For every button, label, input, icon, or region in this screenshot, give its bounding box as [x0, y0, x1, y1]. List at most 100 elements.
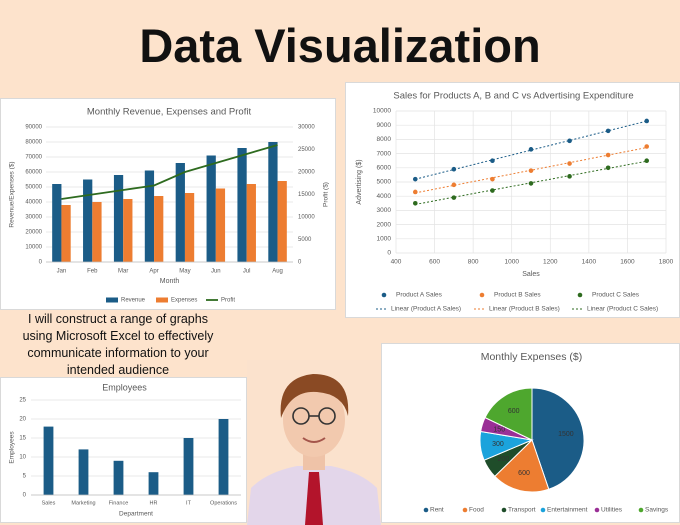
y-tick-label: 9000 — [377, 122, 392, 129]
point — [412, 189, 418, 195]
x-tick-label: 800 — [468, 259, 479, 266]
legend-label: Linear (Product B Sales) — [489, 306, 560, 313]
x-tick-label: Mar — [118, 269, 128, 275]
x-axis-label: Sales — [522, 271, 540, 278]
y-tick-label: 4000 — [377, 193, 392, 200]
point — [567, 174, 572, 179]
point — [528, 168, 534, 173]
chart-title: Employees — [102, 382, 147, 392]
y-tick-label: 10000 — [25, 245, 42, 251]
point — [605, 128, 611, 134]
legend-swatch — [423, 507, 429, 513]
legend-swatch — [156, 297, 168, 303]
legend-swatch — [577, 292, 583, 298]
x-tick-label: Sales — [42, 500, 56, 506]
legend-label: Expenses — [171, 298, 197, 304]
x-tick-label: 1800 — [659, 259, 674, 266]
face — [283, 383, 345, 457]
description-line: I will construct a range of graphs — [28, 312, 208, 326]
legend-label: Revenue — [121, 298, 146, 304]
legend-label: Rent — [430, 507, 444, 514]
legend-label: Product B Sales — [494, 292, 541, 299]
y-axis-label: Revenue/Expenses ($) — [9, 161, 16, 227]
y-tick-label: 10 — [19, 455, 26, 461]
x-tick-label: Jun — [211, 269, 221, 275]
bar — [175, 163, 185, 262]
point — [528, 181, 534, 186]
y2-tick-label: 20000 — [298, 170, 315, 176]
data-label: 300 — [492, 441, 504, 448]
legend-label: Entertainment — [547, 507, 588, 514]
point — [412, 201, 418, 206]
legend-label: Linear (Product C Sales) — [587, 306, 658, 313]
y-tick-label: 90000 — [25, 125, 42, 131]
y2-tick-label: 0 — [298, 260, 302, 266]
bar — [144, 170, 155, 262]
y-tick-label: 0 — [23, 493, 27, 499]
bar — [277, 181, 287, 262]
legend-label: Transport — [508, 507, 536, 514]
description: I will construct a range of graphs using… — [0, 311, 236, 379]
y-tick-label: 3000 — [377, 207, 392, 214]
bar — [206, 155, 216, 262]
x-tick-label: 1200 — [543, 259, 558, 266]
data-label: 600 — [508, 408, 520, 415]
bar — [148, 472, 159, 495]
legend-swatch — [106, 297, 118, 303]
point — [451, 182, 457, 188]
pie-slice — [494, 439, 550, 493]
x-axis-label: Month — [160, 278, 180, 285]
legend-swatch — [462, 507, 468, 513]
x-axis-label: Department — [119, 511, 153, 518]
legend-swatch — [638, 507, 644, 513]
data-label: 600 — [518, 470, 530, 477]
y-tick-label: 5 — [23, 474, 27, 480]
bar — [113, 175, 124, 262]
point — [644, 144, 650, 149]
legend-label: Profit — [221, 298, 235, 304]
point — [451, 166, 457, 172]
point — [451, 195, 457, 200]
x-tick-label: Jan — [57, 269, 67, 275]
bar — [237, 148, 247, 262]
x-tick-label: 400 — [391, 259, 402, 266]
y2-tick-label: 5000 — [298, 237, 312, 243]
bar — [113, 460, 124, 495]
x-tick-label: Feb — [87, 269, 98, 275]
legend-label: Linear (Product A Sales) — [391, 306, 461, 313]
y2-tick-label: 30000 — [298, 125, 315, 131]
point — [490, 176, 495, 182]
chart-title: Monthly Expenses ($) — [481, 351, 583, 363]
y-axis-label: Advertising ($) — [356, 159, 363, 204]
y-tick-label: 20000 — [25, 230, 42, 236]
x-tick-label: May — [179, 269, 190, 275]
legend-label: Savings — [645, 507, 669, 514]
point — [490, 188, 495, 193]
x-tick-label: Jul — [243, 269, 251, 275]
x-tick-label: 600 — [429, 259, 440, 266]
y-tick-label: 70000 — [25, 155, 42, 161]
point — [567, 138, 572, 144]
x-tick-label: Marketing — [71, 500, 95, 506]
bar — [218, 419, 229, 495]
x-tick-label: HR — [150, 500, 158, 506]
chart-title: Sales for Products A, B and C vs Adverti… — [393, 91, 633, 102]
legend-swatch — [501, 507, 507, 513]
point — [644, 158, 650, 163]
bar — [184, 193, 195, 262]
data-label: 200 — [498, 456, 510, 463]
point — [605, 152, 611, 158]
point — [644, 118, 650, 124]
scatter-chart: Sales for Products A, B and C vs Adverti… — [345, 82, 680, 318]
bar — [43, 426, 54, 495]
bar — [183, 438, 194, 495]
y-axis-label: Employees — [9, 431, 16, 464]
pie-slice — [484, 387, 533, 441]
y-tick-label: 60000 — [25, 170, 42, 176]
y2-tick-label: 25000 — [298, 147, 315, 153]
legend-swatch — [479, 292, 485, 298]
bar — [61, 205, 71, 262]
y-tick-label: 5000 — [377, 179, 392, 186]
y-tick-label: 25 — [19, 398, 26, 404]
